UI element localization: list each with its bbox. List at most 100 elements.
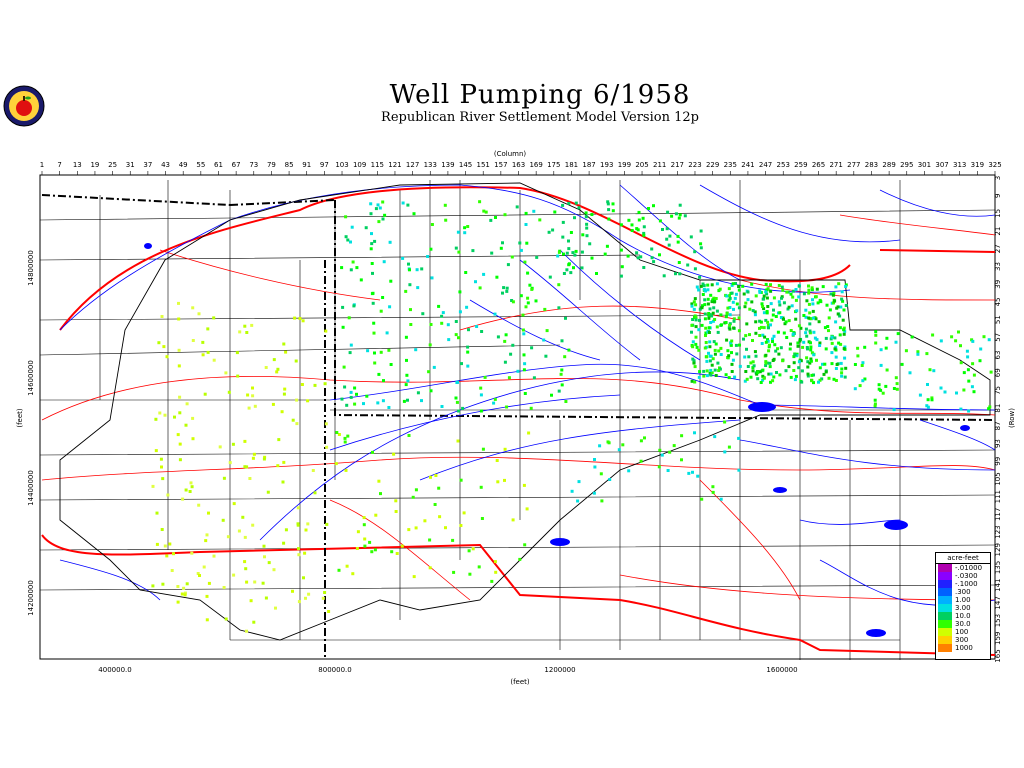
column-tick-151: 151: [477, 161, 490, 169]
row-tick-123: 123: [994, 525, 1002, 538]
column-tick-79: 79: [267, 161, 276, 169]
column-ticks: 1 7 13 19 25 31 37 43 49 55 61 67 73 79 85 91 97 103 109 11…: [40, 161, 1002, 175]
map-subtitle: Republican River Settlement Model Versio…: [381, 110, 699, 125]
legend-item: -.0300: [936, 572, 990, 580]
column-tick-181: 181: [565, 161, 578, 169]
column-tick-109: 109: [353, 161, 366, 169]
legend-swatch: [938, 628, 952, 636]
column-tick-7: 7: [57, 161, 61, 169]
row-tick-105: 105: [994, 472, 1002, 485]
legend-label: -.01000: [955, 564, 983, 572]
legend-item: 1000: [936, 644, 990, 652]
column-tick-115: 115: [371, 161, 384, 169]
legend-swatch: [938, 604, 952, 612]
row-tick-45: 45: [994, 297, 1002, 306]
legend-label: 1000: [955, 644, 973, 652]
legend-label: 300: [955, 636, 969, 644]
x-tick-800000: 800000.0: [318, 666, 351, 674]
map-title: Well Pumping 6/1958: [389, 80, 691, 110]
column-tick-25: 25: [108, 161, 117, 169]
x-tick-1600000: 1600000: [766, 666, 797, 674]
legend-label: 100: [955, 628, 969, 636]
column-tick-235: 235: [724, 161, 737, 169]
row-tick-33: 33: [994, 262, 1002, 271]
column-tick-205: 205: [635, 161, 648, 169]
column-tick-127: 127: [406, 161, 419, 169]
legend-label: .300: [955, 588, 971, 596]
row-tick-159: 159: [994, 632, 1002, 645]
row-tick-87: 87: [994, 421, 1002, 430]
legend-item: 100: [936, 628, 990, 636]
row-tick-111: 111: [994, 490, 1002, 503]
column-tick-133: 133: [424, 161, 437, 169]
column-axis-label: (Column): [494, 150, 527, 158]
legend-item: 1.00: [936, 596, 990, 604]
column-tick-229: 229: [706, 161, 719, 169]
legend-swatch: [938, 620, 952, 628]
legend-swatch: [938, 636, 952, 644]
column-tick-55: 55: [196, 161, 205, 169]
column-tick-157: 157: [494, 161, 507, 169]
column-tick-61: 61: [214, 161, 223, 169]
column-tick-313: 313: [953, 161, 966, 169]
y-axis-label: (feet): [16, 408, 24, 428]
pumping-cells: [151, 200, 993, 633]
row-tick-165: 165: [994, 649, 1002, 662]
row-tick-81: 81: [994, 404, 1002, 413]
x-axis-label: (feet): [510, 678, 530, 686]
row-tick-27: 27: [994, 244, 1002, 253]
legend-swatch: [938, 580, 952, 588]
column-tick-259: 259: [794, 161, 807, 169]
legend-title: acre-feet: [936, 553, 990, 564]
column-tick-253: 253: [777, 161, 790, 169]
row-tick-75: 75: [994, 386, 1002, 395]
legend-item: -.1000: [936, 580, 990, 588]
y-tick-14200000: 14200000: [27, 580, 35, 616]
column-tick-169: 169: [529, 161, 542, 169]
column-tick-295: 295: [900, 161, 913, 169]
row-tick-153: 153: [994, 614, 1002, 627]
column-tick-265: 265: [812, 161, 825, 169]
column-tick-163: 163: [512, 161, 525, 169]
legend-label: 10.0: [955, 612, 971, 620]
legend-item: 3.00: [936, 604, 990, 612]
row-tick-117: 117: [994, 508, 1002, 521]
column-tick-223: 223: [688, 161, 701, 169]
column-tick-31: 31: [126, 161, 135, 169]
row-tick-3: 3: [994, 176, 1002, 180]
row-ticks: 3915212733394551576369758187939910511111…: [994, 176, 1002, 663]
roads: [41, 214, 996, 601]
column-tick-289: 289: [882, 161, 895, 169]
column-tick-271: 271: [829, 161, 842, 169]
legend-label: 30.0: [955, 620, 971, 628]
column-tick-175: 175: [547, 161, 560, 169]
legend-item: 10.0: [936, 612, 990, 620]
column-tick-325: 325: [988, 161, 1001, 169]
row-tick-39: 39: [994, 280, 1002, 289]
row-tick-9: 9: [994, 193, 1002, 197]
map-frame: [39, 174, 996, 660]
column-tick-97: 97: [320, 161, 329, 169]
row-tick-135: 135: [994, 561, 1002, 574]
state-boundary: [41, 194, 996, 660]
column-tick-43: 43: [161, 161, 170, 169]
legend-label: -.1000: [955, 580, 978, 588]
legend-item: -.01000: [936, 564, 990, 572]
legend: acre-feet -.01000 -.0300 -.1000.300 1.00 3.0…: [935, 552, 991, 660]
column-tick-19: 19: [90, 161, 99, 169]
legend-swatch: [938, 596, 952, 604]
column-tick-211: 211: [653, 161, 666, 169]
column-tick-319: 319: [971, 161, 984, 169]
column-tick-145: 145: [459, 161, 472, 169]
legend-swatch: [938, 572, 952, 580]
column-tick-187: 187: [582, 161, 595, 169]
row-tick-21: 21: [994, 227, 1002, 236]
x-tick-1200000: 1200000: [544, 666, 575, 674]
legend-item: .300: [936, 588, 990, 596]
legend-item: 30.0: [936, 620, 990, 628]
row-tick-57: 57: [994, 333, 1002, 342]
column-tick-67: 67: [232, 161, 241, 169]
column-tick-199: 199: [618, 161, 631, 169]
reservoirs: [144, 243, 970, 637]
